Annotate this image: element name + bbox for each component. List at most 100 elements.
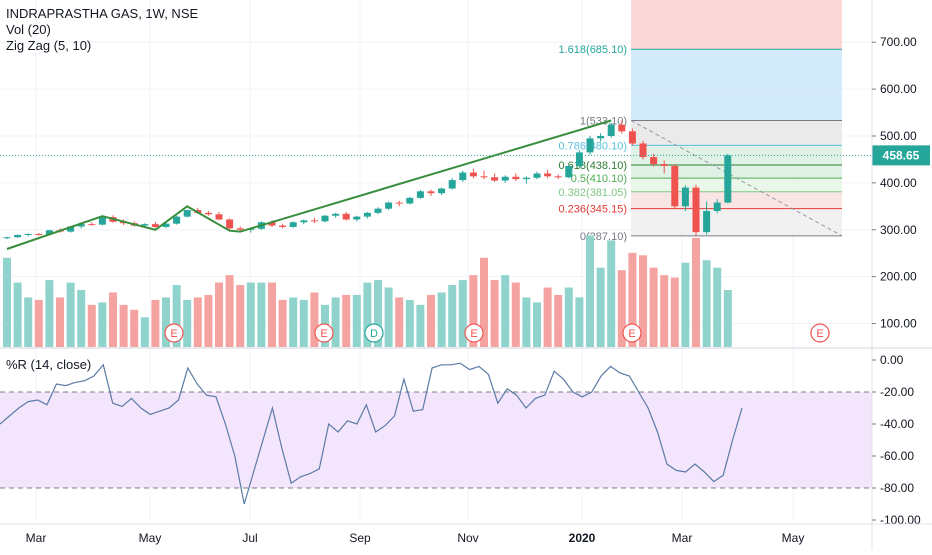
event-marker-label: E [320, 328, 327, 340]
time-axis-label: Mar [26, 531, 47, 545]
volume-bar [246, 282, 255, 347]
candle-body [24, 233, 32, 235]
volume-bar [162, 297, 170, 347]
candle-body [628, 131, 636, 144]
fib-levels: 1.618(685.10)1(533.10)0.786(480.10)0.618… [559, 44, 842, 243]
candle-body [173, 216, 181, 224]
candle-body [236, 228, 244, 230]
volume-bar [278, 299, 287, 347]
volume-bar [617, 270, 626, 347]
volume-bar [596, 267, 605, 347]
event-marker-label: D [370, 328, 378, 340]
volume-bar [384, 287, 393, 347]
event-marker-label: E [628, 328, 635, 340]
volume-bar [586, 235, 594, 347]
candle-body [289, 222, 297, 227]
price-axis-label: 500.00 [880, 129, 917, 143]
candle-body [363, 212, 371, 217]
price-axis-label: 100.00 [880, 317, 917, 331]
fib-zone [631, 208, 842, 236]
volume-bar [215, 282, 223, 347]
candle-body [268, 222, 276, 226]
candle-body [639, 143, 647, 158]
volume-bar [607, 240, 616, 347]
candle-body [618, 124, 626, 132]
time-axis-label: Sep [349, 531, 371, 545]
volume-bar [24, 297, 33, 347]
volume-bar [119, 304, 128, 347]
volume-bar [628, 252, 637, 347]
fib-level-label: 0.5(410.10) [571, 173, 627, 185]
candle-body [88, 224, 96, 226]
volume-bar [522, 297, 531, 347]
volume-bar [289, 297, 298, 347]
volume-bar [469, 275, 478, 347]
volume-bar [374, 280, 382, 347]
zigzag-line [6, 119, 612, 250]
candle-body [385, 202, 393, 209]
candle-body [681, 187, 689, 207]
event-marker-label: E [170, 328, 177, 340]
candle-body [459, 172, 467, 181]
volume-bar [681, 262, 690, 347]
fib-zone [631, 165, 842, 179]
volume-bar [257, 282, 266, 347]
fib-level-label: 1.618(685.10) [559, 44, 628, 56]
time-axis-label: Mar [672, 531, 693, 545]
volume-bar [342, 294, 351, 347]
volume-bar [458, 280, 467, 347]
candle-body [544, 173, 552, 177]
candle-body [522, 177, 530, 180]
candle-body [342, 213, 350, 220]
wr-axis-label: -80.00 [880, 481, 914, 495]
volume-bar [236, 285, 245, 347]
volume-bar [490, 280, 499, 347]
time-axis-label: 2020 [569, 531, 596, 545]
wr-axis-label: -100.00 [880, 513, 921, 527]
candle-body [597, 135, 605, 139]
time-axis-label: May [139, 531, 162, 545]
zigzag-indicator-label[interactable]: Zig Zag (5, 10) [6, 38, 92, 53]
candle-body [575, 152, 583, 166]
wr-line [0, 362, 743, 505]
volume-bar [363, 282, 372, 347]
event-marker-circle [164, 323, 184, 343]
price-axis-label: 700.00 [880, 35, 917, 49]
candle-body [724, 155, 732, 203]
candle-body [607, 124, 615, 136]
last-price-badge [872, 145, 930, 166]
candle-body [554, 176, 562, 178]
volume-bar [405, 299, 414, 347]
wr-axis-label: -60.00 [880, 449, 914, 463]
candle-body [660, 164, 668, 166]
wr-axis-label: -40.00 [880, 417, 914, 431]
fib-zone [631, 145, 842, 166]
volume-bar [299, 299, 308, 347]
fib-zone [631, 191, 842, 209]
candle-body [35, 233, 43, 235]
volume-bar [649, 267, 658, 347]
candle-body [45, 230, 53, 235]
event-marker-circle [364, 323, 384, 343]
fib-level-label: 1(533.10) [580, 115, 627, 127]
volume-bar [639, 255, 647, 347]
volume-bar [331, 297, 340, 347]
volume-bar [66, 282, 75, 347]
price-axis-label: 200.00 [880, 270, 917, 284]
price-axis-label: 400.00 [880, 176, 917, 190]
time-axis: Mar May Jul Sep Nov 2020 Mar May [26, 531, 805, 545]
volume-bar [723, 289, 732, 347]
volume-bar [713, 267, 722, 347]
wr-band [0, 392, 872, 488]
candle-body [469, 172, 477, 177]
vol-indicator-label[interactable]: Vol (20) [6, 22, 51, 37]
candle-body [586, 138, 594, 153]
candle-body [3, 237, 11, 239]
williams-r-label[interactable]: %R (14, close) [6, 357, 92, 372]
volume-bar [130, 309, 139, 347]
chart-title[interactable]: INDRAPRASTHA GAS, 1W, NSE [6, 6, 199, 21]
candle-body [501, 176, 509, 181]
